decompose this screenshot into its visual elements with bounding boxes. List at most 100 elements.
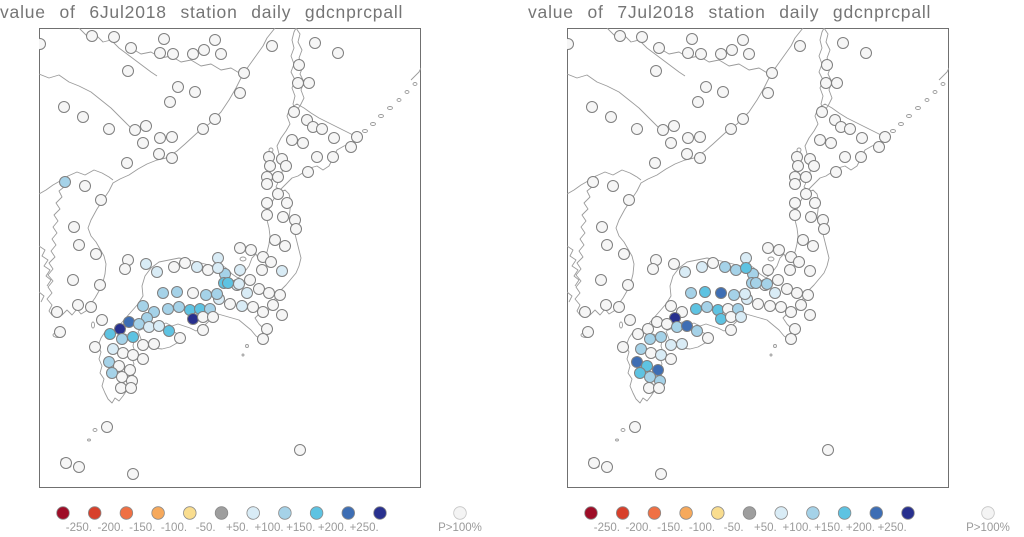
station-marker <box>855 151 867 163</box>
station-marker <box>234 87 246 99</box>
station-marker <box>588 457 600 469</box>
station-marker <box>133 318 145 330</box>
station-marker <box>247 301 259 313</box>
station-marker <box>241 287 253 299</box>
island-outline <box>940 82 946 86</box>
station-marker <box>699 286 711 298</box>
island-outline <box>412 82 418 86</box>
station-marker <box>825 137 837 149</box>
station-marker <box>681 320 693 332</box>
station-marker <box>793 256 805 268</box>
station-marker <box>261 197 273 209</box>
legend-tick-label: -150. <box>657 522 683 534</box>
station-marker <box>622 279 634 291</box>
coastline <box>567 245 580 287</box>
island-outline <box>370 122 376 126</box>
station-marker <box>103 356 115 368</box>
station-marker <box>137 137 149 149</box>
coastline <box>39 291 45 303</box>
station-marker <box>789 197 801 209</box>
station-marker <box>261 209 273 221</box>
station-marker <box>784 264 796 276</box>
station-marker <box>694 131 706 143</box>
station-marker <box>596 221 608 233</box>
station-marker <box>789 323 801 335</box>
legend-class-circle <box>119 506 134 520</box>
station-marker <box>54 326 66 338</box>
station-marker <box>657 124 669 136</box>
left-legend: -250. -200. -150. -100. -50. +50. +100. +150. +2… <box>56 506 482 534</box>
station-marker <box>297 137 309 149</box>
station-marker <box>844 123 856 135</box>
station-marker <box>116 371 128 383</box>
station-marker <box>764 300 776 312</box>
station-marker <box>286 134 298 146</box>
station-marker <box>151 266 163 278</box>
station-marker <box>119 263 131 275</box>
station-marker <box>143 321 155 333</box>
station-marker <box>822 444 834 456</box>
station-marker <box>351 131 363 143</box>
island-outline <box>620 428 626 432</box>
legend-class-circle <box>711 506 725 520</box>
island-outline <box>767 256 775 262</box>
station-marker <box>740 262 752 274</box>
station-marker <box>293 59 305 71</box>
station-marker <box>256 264 268 276</box>
station-marker <box>641 360 653 372</box>
station-marker <box>67 274 79 286</box>
station-marker <box>197 311 209 323</box>
station-marker <box>96 314 108 326</box>
station-marker <box>644 333 656 345</box>
legend-class-circle <box>278 506 292 520</box>
station-marker <box>108 31 120 43</box>
station-marker <box>95 194 107 206</box>
station-marker <box>715 313 727 325</box>
station-marker <box>805 211 817 223</box>
station-marker <box>795 299 807 311</box>
legend-class-circle <box>679 506 693 520</box>
station-marker <box>261 178 273 190</box>
station-marker <box>302 166 314 178</box>
station-marker <box>264 160 276 172</box>
right-legend: -250. -200. -150. -100. -50. +50. +100. +150. +2… <box>584 506 1010 534</box>
legend-class-circle <box>774 506 788 520</box>
station-marker <box>328 132 340 144</box>
station-marker <box>701 301 713 313</box>
legend-tick-label: -200. <box>97 522 123 534</box>
station-marker <box>804 265 816 277</box>
station-marker <box>86 30 98 42</box>
coastline <box>130 47 248 75</box>
right-map-panel <box>567 28 949 488</box>
station-marker <box>39 38 46 50</box>
station-marker <box>77 111 89 123</box>
station-marker <box>797 234 809 246</box>
station-marker <box>281 197 293 209</box>
station-marker <box>762 87 774 99</box>
station-marker <box>158 33 170 45</box>
station-marker <box>728 289 740 301</box>
station-marker <box>668 258 680 270</box>
station-marker <box>682 132 694 144</box>
island-outline <box>239 256 247 262</box>
station-marker <box>73 239 85 251</box>
station-marker <box>127 468 139 480</box>
station-marker <box>233 278 245 290</box>
station-marker <box>148 338 160 350</box>
legend-tick-label: +250. <box>350 522 379 534</box>
station-marker <box>60 457 72 469</box>
station-marker <box>879 131 891 143</box>
station-marker <box>752 298 764 310</box>
station-marker <box>140 258 152 270</box>
station-marker <box>692 96 704 108</box>
station-marker <box>171 286 183 298</box>
island-outline <box>773 344 777 348</box>
station-marker <box>725 311 737 323</box>
station-marker <box>164 96 176 108</box>
station-marker <box>274 289 286 301</box>
legend-tick-label: +250. <box>878 522 907 534</box>
island-outline <box>924 98 930 102</box>
legend-tick-label: +50. <box>754 522 777 534</box>
legend-tick-label: -50. <box>724 522 744 534</box>
